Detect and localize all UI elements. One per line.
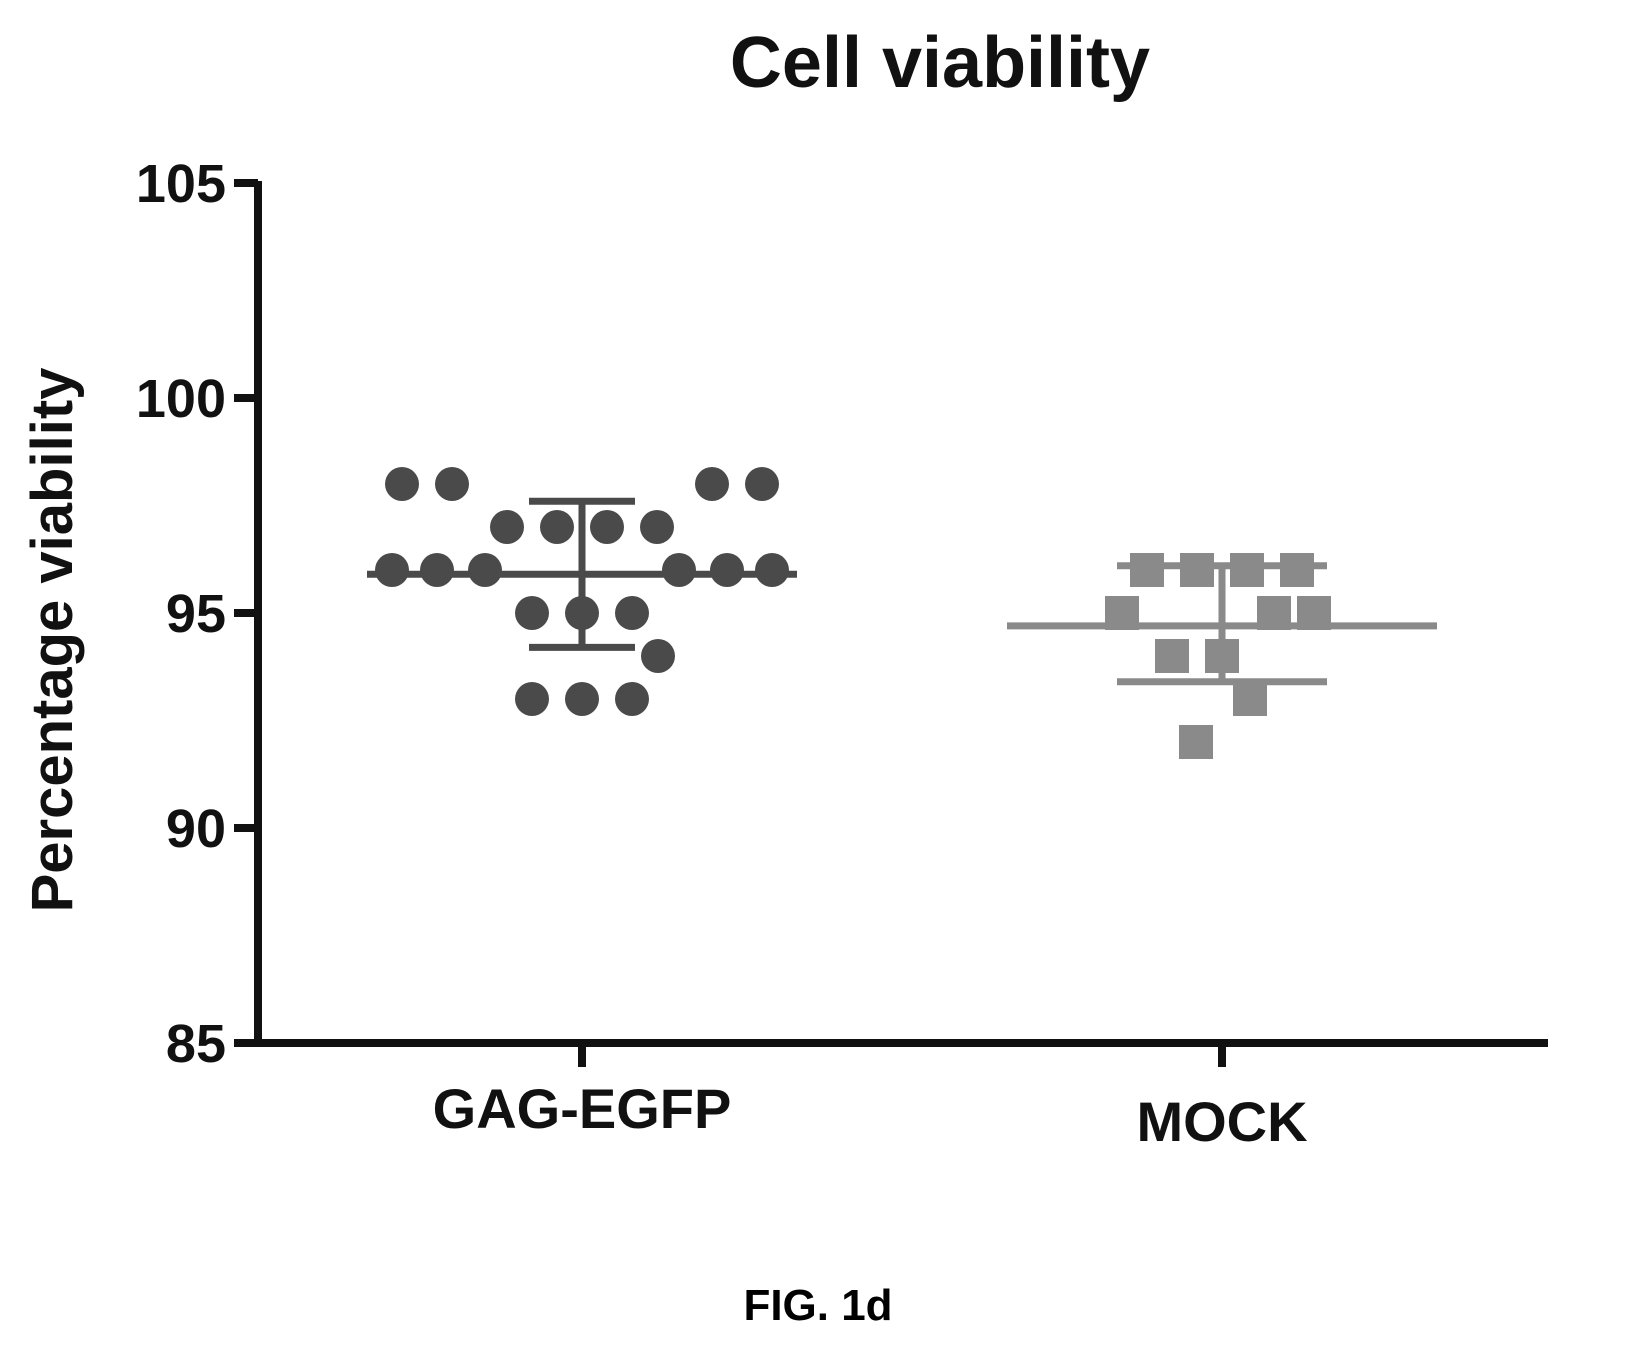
y-tick-label: 85 xyxy=(166,1014,226,1074)
data-point xyxy=(1155,639,1189,673)
data-point xyxy=(1233,682,1267,716)
data-point xyxy=(641,639,675,673)
data-point xyxy=(695,467,729,501)
data-point xyxy=(565,682,599,716)
data-point xyxy=(375,553,409,587)
data-point xyxy=(435,467,469,501)
data-point xyxy=(1130,553,1164,587)
data-point xyxy=(640,510,674,544)
figure-caption: FIG. 1d xyxy=(743,1281,892,1330)
data-point xyxy=(515,682,549,716)
y-axis-label: Percentage viability xyxy=(20,368,85,913)
data-point xyxy=(710,553,744,587)
data-point xyxy=(515,596,549,630)
data-point xyxy=(468,553,502,587)
data-point xyxy=(1180,553,1214,587)
data-point xyxy=(1280,553,1314,587)
data-point xyxy=(385,467,419,501)
x-category-label: GAG-EGFP xyxy=(433,1077,732,1140)
y-tick-label: 95 xyxy=(166,584,226,644)
chart-title: Cell viability xyxy=(730,23,1150,103)
y-tick-label: 90 xyxy=(166,799,226,859)
data-point xyxy=(755,553,789,587)
data-point xyxy=(662,553,696,587)
y-tick-label: 105 xyxy=(136,154,226,214)
data-marks xyxy=(367,467,1437,759)
data-point xyxy=(1179,725,1213,759)
data-point xyxy=(420,553,454,587)
data-point xyxy=(590,510,624,544)
data-point xyxy=(745,467,779,501)
axes: 85 90 95 100 105 GAG-EGFP MOCK xyxy=(136,154,1548,1153)
data-point xyxy=(490,510,524,544)
data-point xyxy=(540,510,574,544)
y-tick-label: 100 xyxy=(136,369,226,429)
data-point xyxy=(1230,553,1264,587)
data-point xyxy=(615,682,649,716)
x-category-label: MOCK xyxy=(1136,1090,1307,1153)
data-point xyxy=(615,596,649,630)
